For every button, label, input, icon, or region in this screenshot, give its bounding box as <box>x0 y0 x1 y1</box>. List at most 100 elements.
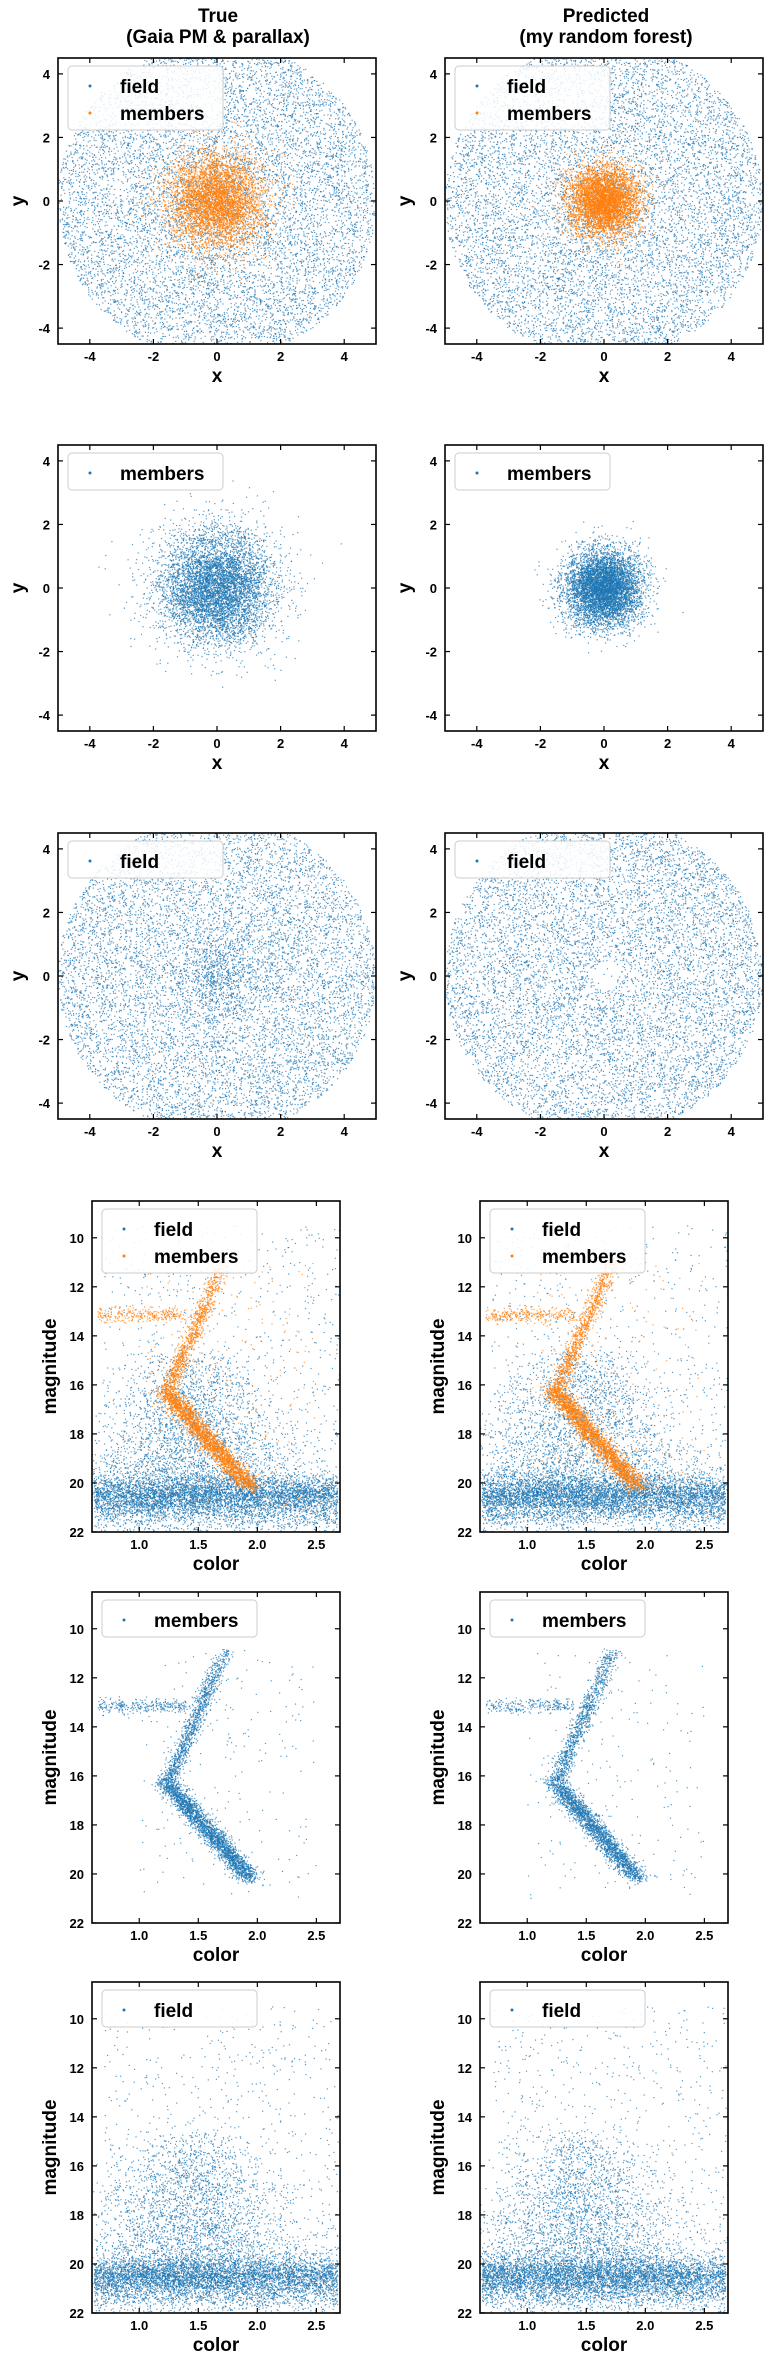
point <box>249 347 250 348</box>
point <box>266 236 267 237</box>
point <box>332 183 333 184</box>
point <box>325 210 326 211</box>
point <box>249 265 250 266</box>
point <box>225 358 226 359</box>
point <box>282 133 283 134</box>
point <box>133 272 134 273</box>
point <box>347 135 348 136</box>
point <box>64 193 65 194</box>
point <box>260 350 261 351</box>
point <box>309 317 310 318</box>
point <box>203 278 204 279</box>
point <box>335 271 336 272</box>
point <box>178 252 179 253</box>
point <box>112 276 113 277</box>
point <box>158 285 159 286</box>
point <box>145 326 146 327</box>
point <box>265 80 266 81</box>
point <box>220 322 221 323</box>
point <box>72 261 73 262</box>
point <box>115 281 116 282</box>
point <box>260 115 261 116</box>
point <box>310 188 311 189</box>
point <box>355 123 356 124</box>
point <box>280 310 281 311</box>
point <box>346 220 347 221</box>
point <box>319 96 320 97</box>
point <box>342 165 343 166</box>
point <box>223 136 224 137</box>
point <box>127 325 128 326</box>
point <box>115 217 116 218</box>
point <box>89 163 90 164</box>
point <box>89 283 90 284</box>
point <box>172 139 173 140</box>
point <box>229 290 230 291</box>
point <box>131 297 132 298</box>
point <box>228 105 229 106</box>
point <box>240 285 241 286</box>
point <box>347 253 348 254</box>
point <box>331 123 332 124</box>
point <box>118 260 119 261</box>
point <box>186 229 187 230</box>
point <box>224 287 225 288</box>
point <box>239 74 240 75</box>
point <box>365 156 366 157</box>
point <box>209 279 210 280</box>
point <box>116 147 117 148</box>
point <box>313 226 314 227</box>
point <box>151 183 152 184</box>
point <box>230 275 231 276</box>
point <box>199 290 200 291</box>
point <box>365 162 366 163</box>
point <box>206 320 207 321</box>
point <box>169 231 170 232</box>
point <box>268 99 269 100</box>
point <box>120 236 121 237</box>
point <box>120 161 121 162</box>
point <box>314 245 315 246</box>
point <box>270 326 271 327</box>
point <box>149 173 150 174</box>
point <box>330 111 331 112</box>
point <box>201 305 202 306</box>
point <box>252 348 253 349</box>
point <box>157 313 158 314</box>
point <box>281 301 282 302</box>
point <box>308 143 309 144</box>
point <box>334 148 335 149</box>
point <box>309 105 310 106</box>
point <box>216 64 217 65</box>
point <box>248 132 249 133</box>
point <box>325 172 326 173</box>
point <box>325 222 326 223</box>
point <box>352 273 353 274</box>
point <box>237 109 238 110</box>
point <box>145 216 146 217</box>
point <box>229 103 230 104</box>
point <box>292 71 293 72</box>
point <box>73 212 74 213</box>
point <box>103 168 104 169</box>
point <box>122 251 123 252</box>
point <box>312 121 313 122</box>
point <box>279 320 280 321</box>
point <box>159 201 160 202</box>
point <box>204 313 205 314</box>
point <box>176 272 177 273</box>
point <box>229 281 230 282</box>
point <box>200 276 201 277</box>
point <box>143 210 144 211</box>
point <box>312 206 313 207</box>
point <box>320 140 321 141</box>
point <box>141 292 142 293</box>
point <box>344 144 345 145</box>
point <box>211 59 212 60</box>
point <box>97 199 98 200</box>
point <box>303 106 304 107</box>
point <box>329 137 330 138</box>
point <box>307 96 308 97</box>
point <box>270 349 271 350</box>
point <box>330 298 331 299</box>
